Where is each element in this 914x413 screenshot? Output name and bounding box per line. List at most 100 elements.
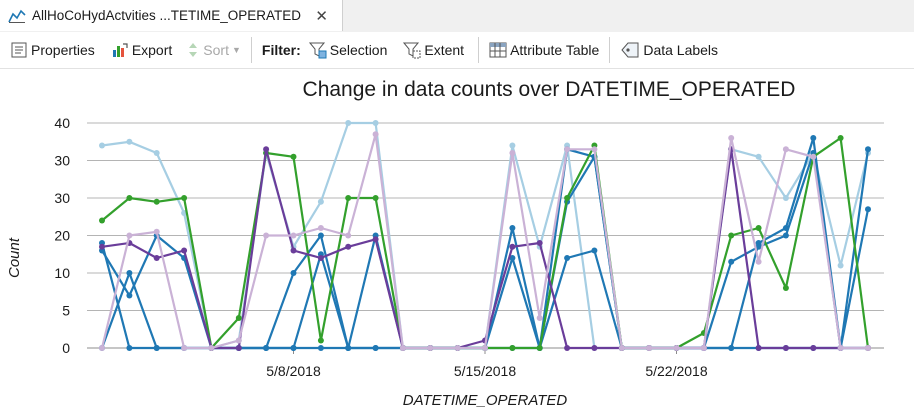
tag-icon [621,42,639,58]
data-point [700,345,707,351]
data-point [427,345,434,351]
filter-selection-icon [308,42,327,59]
data-point [153,255,160,261]
data-point [755,153,762,160]
data-point [290,247,297,254]
y-axis-title: Count [6,237,23,278]
sort-label: Sort [203,42,229,58]
sort-button[interactable]: Sort ▼ [182,36,245,64]
chart-toolbar: Properties Export Sort ▼ Filter: Selecti… [0,32,914,69]
toolbar-divider [478,37,480,63]
export-button[interactable]: Export [107,36,176,64]
y-tick-label: 30 [54,190,70,206]
export-label: Export [131,42,173,58]
data-point [482,345,488,351]
data-point [317,255,324,261]
data-point [126,345,133,351]
series-4 [99,247,871,351]
data-point [728,135,735,141]
data-point [126,292,133,299]
data-point [755,243,762,250]
series-7 [99,131,871,351]
close-icon[interactable]: ✕ [315,7,328,25]
chart-title: Change in data counts over DATETIME_OPER… [303,78,796,101]
data-point [126,195,133,201]
x-axis-title: DATETIME_OPERATED [403,392,568,409]
data-point [564,255,571,261]
data-point [99,345,105,351]
x-tick-label: 5/22/2018 [645,363,707,379]
data-point [591,247,598,254]
data-point [153,150,160,156]
data-point [782,232,789,239]
attribute-table-button[interactable]: Attribute Table [485,36,603,64]
data-point [509,345,516,351]
data-point [865,206,871,213]
toolbar-divider [250,37,252,63]
data-point [235,345,242,351]
tab-bar: AllHoCoHydActvities ...TETIME_OPERATED ✕ [0,0,914,33]
data-point [345,120,352,126]
data-point [755,345,762,351]
data-point [126,232,133,239]
data-point [153,345,160,351]
data-point [99,142,105,149]
data-point [591,146,598,153]
data-point [782,195,789,201]
chevron-down-icon: ▼ [231,45,241,55]
y-tick-label: 20 [54,228,70,244]
data-point [454,345,461,351]
selection-filter-button[interactable]: Selection [305,36,392,64]
data-point [345,195,352,201]
data-labels-label: Data Labels [643,42,719,58]
data-point [372,120,379,126]
data-point [591,345,598,351]
data-point [673,345,680,351]
data-point [290,153,297,160]
data-point [181,247,188,254]
extent-filter-button[interactable]: Extent [399,36,468,64]
data-point [782,146,789,153]
series-line [101,136,870,350]
data-point [99,217,105,224]
data-point [372,131,379,138]
data-labels-button[interactable]: Data Labels [616,36,722,64]
y-tick-label: 30 [54,153,70,169]
data-point [99,243,105,250]
toolbar-divider [609,37,611,63]
data-point [509,142,516,149]
data-point [564,345,571,351]
line-chart-icon [8,9,26,23]
data-point [509,225,516,231]
data-point [181,195,188,201]
data-point [810,153,817,160]
y-tick-label: 40 [54,115,70,131]
data-point [126,270,133,276]
data-point [536,240,543,246]
data-point [865,146,871,153]
table-icon [489,42,507,58]
data-point [509,150,516,156]
data-point [372,195,379,201]
properties-button[interactable]: Properties [6,36,99,64]
data-point [317,225,324,231]
data-point [536,345,543,351]
data-point [345,232,352,239]
selection-label: Selection [329,42,388,58]
data-point [810,345,817,351]
chart-tab[interactable]: AllHoCoHydActvities ...TETIME_OPERATED ✕ [0,0,343,31]
filter-extent-icon [403,42,421,59]
data-point [235,337,242,344]
sort-icon [189,43,198,57]
x-tick-label: 5/8/2018 [266,363,321,379]
series-line [100,136,870,350]
data-point [782,285,789,291]
extent-label: Extent [424,42,465,58]
data-point [837,135,844,141]
data-point [290,345,297,351]
data-point [728,258,735,265]
data-point [728,345,735,351]
data-point [345,243,352,250]
data-point [235,315,242,321]
data-point [263,146,270,153]
